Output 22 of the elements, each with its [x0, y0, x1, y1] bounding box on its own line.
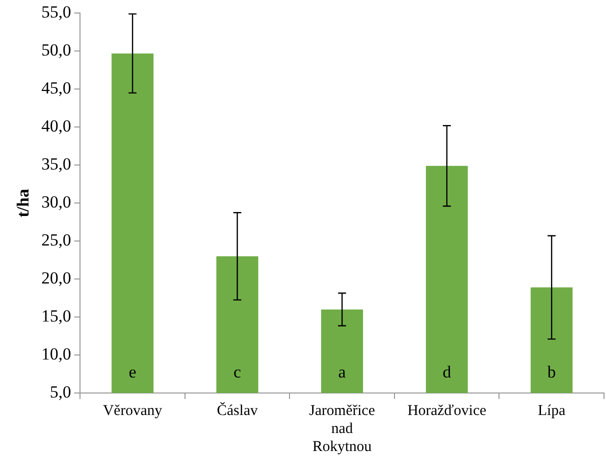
y-tick-label: 25,0 — [41, 230, 72, 250]
annotation: d — [442, 362, 452, 382]
annotation: e — [128, 362, 136, 382]
y-tick-label: 55,0 — [41, 2, 72, 22]
y-tick-label: 5,0 — [50, 382, 72, 402]
y-tick-label: 20,0 — [41, 268, 72, 288]
y-tick-label: 30,0 — [41, 192, 72, 212]
y-tick-label: 15,0 — [41, 306, 72, 326]
annotation: a — [338, 362, 346, 382]
annotation: b — [547, 362, 556, 382]
y-tick-label: 35,0 — [41, 154, 72, 174]
x-tick-label: Jaroměřice nad Rokytnou — [309, 402, 376, 455]
y-tick-label: 10,0 — [41, 344, 72, 364]
y-axis-title: t/ha — [14, 188, 33, 218]
x-tick-label: Věrovany — [102, 402, 163, 419]
y-tick-label: 40,0 — [41, 116, 72, 136]
x-tick-label: Lípa — [538, 402, 566, 419]
x-tick-label: Horažďovice — [407, 402, 487, 419]
y-tick-label: 45,0 — [41, 78, 72, 98]
annotation: c — [234, 362, 242, 382]
y-tick-label: 50,0 — [41, 40, 72, 60]
x-tick-label: Čáslav — [216, 402, 258, 419]
